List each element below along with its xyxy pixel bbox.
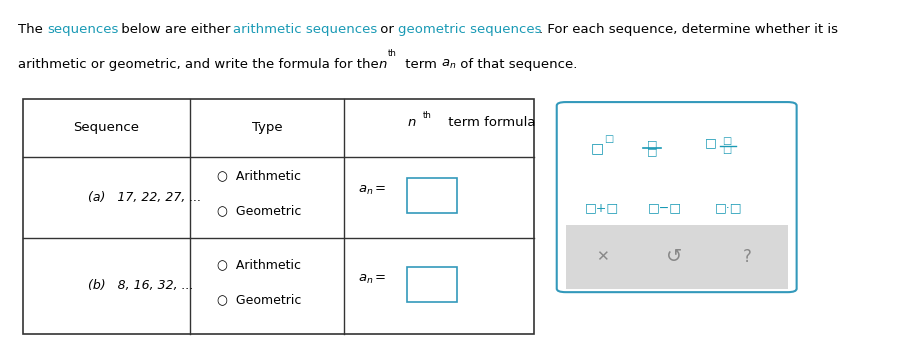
Text: ✕: ✕: [596, 250, 608, 264]
Text: th: th: [388, 49, 397, 58]
Text: arithmetic sequences: arithmetic sequences: [234, 23, 378, 36]
Text: (a)   17, 22, 27, ...: (a) 17, 22, 27, ...: [88, 191, 202, 203]
Text: $a_n$: $a_n$: [441, 58, 456, 71]
Text: ○  Geometric: ○ Geometric: [217, 294, 302, 307]
Text: □: □: [591, 141, 604, 155]
Text: $a_n=$: $a_n=$: [358, 272, 386, 285]
Text: of that sequence.: of that sequence.: [456, 58, 577, 71]
FancyBboxPatch shape: [566, 225, 788, 289]
Text: term: term: [401, 58, 441, 71]
Text: Sequence: Sequence: [73, 121, 139, 134]
Text: arithmetic or geometric, and write the formula for the: arithmetic or geometric, and write the f…: [18, 58, 383, 71]
Text: $a_n=$: $a_n=$: [358, 183, 386, 197]
Text: $n$: $n$: [379, 58, 388, 71]
Text: □−□: □−□: [648, 201, 682, 214]
Text: th: th: [388, 49, 397, 58]
Text: □: □: [646, 139, 657, 149]
FancyBboxPatch shape: [557, 102, 797, 292]
Text: (b)   8, 16, 32, ...: (b) 8, 16, 32, ...: [88, 279, 193, 293]
Text: . For each sequence, determine whether it is: . For each sequence, determine whether i…: [539, 23, 838, 36]
Text: $a_n$: $a_n$: [441, 58, 456, 71]
Text: □: □: [723, 136, 732, 146]
Text: geometric sequences: geometric sequences: [398, 23, 541, 36]
Text: □: □: [723, 145, 732, 155]
Text: ○  Arithmetic: ○ Arithmetic: [217, 170, 302, 182]
Text: ?: ?: [743, 248, 751, 266]
Text: $n$: $n$: [407, 116, 416, 129]
Text: arithmetic or geometric, and write the formula for the: arithmetic or geometric, and write the f…: [18, 58, 383, 71]
Text: term formula: term formula: [444, 116, 536, 129]
Text: □: □: [705, 136, 716, 149]
Text: sequences: sequences: [47, 23, 118, 36]
Text: □: □: [604, 134, 613, 144]
Text: ○  Geometric: ○ Geometric: [217, 205, 302, 218]
Text: ↺: ↺: [667, 247, 682, 266]
Text: Type: Type: [252, 121, 282, 134]
Text: term: term: [401, 58, 441, 71]
Text: The: The: [18, 23, 48, 36]
Text: ○  Arithmetic: ○ Arithmetic: [217, 258, 302, 271]
Text: □+□: □+□: [585, 201, 619, 214]
Text: □·□: □·□: [715, 201, 743, 214]
Text: □: □: [646, 146, 657, 156]
Text: or: or: [376, 23, 398, 36]
FancyBboxPatch shape: [407, 267, 458, 302]
Text: below are either: below are either: [117, 23, 235, 36]
Text: th: th: [423, 111, 432, 120]
FancyBboxPatch shape: [407, 178, 458, 213]
